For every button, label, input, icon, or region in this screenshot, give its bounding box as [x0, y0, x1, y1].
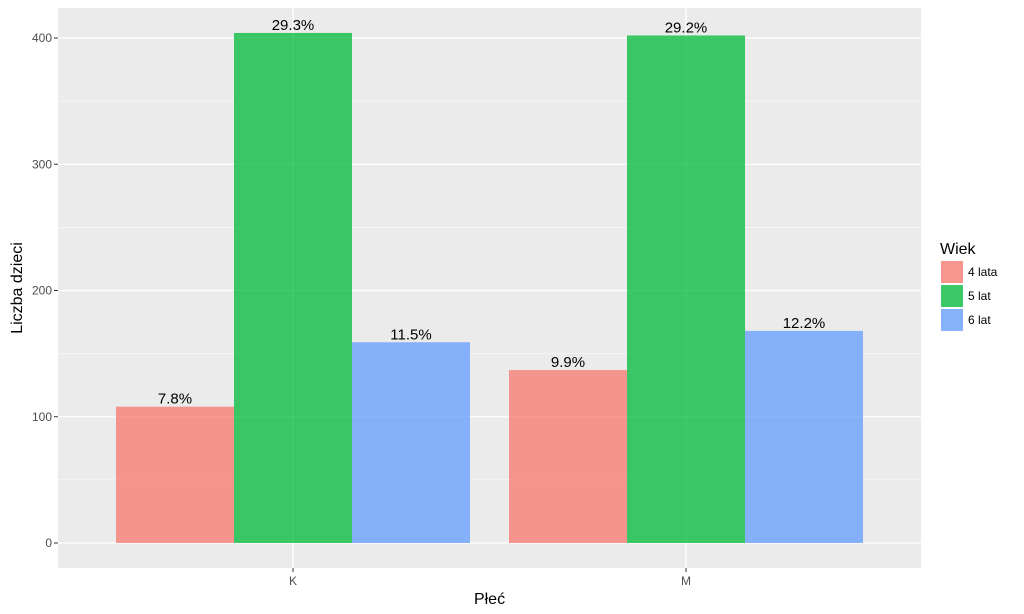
- y-axis: 0 100 200 300 400: [32, 31, 58, 550]
- bar: [116, 406, 234, 543]
- bar: [745, 330, 863, 543]
- data-label: 11.5%: [390, 326, 431, 343]
- legend-label: 5 lat: [968, 289, 991, 303]
- y-tick-label: 100: [32, 410, 52, 424]
- legend-key: [941, 285, 963, 307]
- bar: [627, 35, 745, 543]
- x-tick-label: M: [681, 574, 691, 588]
- x-axis-title: Płeć: [474, 591, 505, 608]
- bar-value-labels: 7.8% 29.3% 11.5% 9.9% 29.2% 12.2%: [158, 17, 825, 408]
- bars: [116, 32, 863, 543]
- data-label: 7.8%: [158, 391, 192, 408]
- y-tick-label: 200: [32, 284, 52, 298]
- y-tick-label: 0: [45, 536, 52, 550]
- bar: [509, 370, 627, 543]
- data-label: 29.2%: [665, 19, 708, 36]
- y-axis-title: Liczba dzieci: [9, 242, 26, 334]
- data-label: 9.9%: [551, 354, 585, 371]
- data-label: 29.3%: [272, 17, 315, 34]
- legend-title: Wiek: [940, 241, 977, 258]
- legend-key: [941, 309, 963, 331]
- legend-label: 4 lata: [968, 265, 998, 279]
- x-tick-label: K: [289, 574, 297, 588]
- y-tick-label: 400: [32, 31, 52, 45]
- bar: [352, 342, 470, 543]
- bar: [234, 32, 352, 543]
- legend-key: [941, 261, 963, 283]
- data-label: 12.2%: [783, 315, 826, 332]
- y-tick-label: 300: [32, 157, 52, 171]
- legend-label: 6 lat: [968, 313, 991, 327]
- legend: Wiek 4 lata 5 lat 6 lat: [940, 241, 998, 331]
